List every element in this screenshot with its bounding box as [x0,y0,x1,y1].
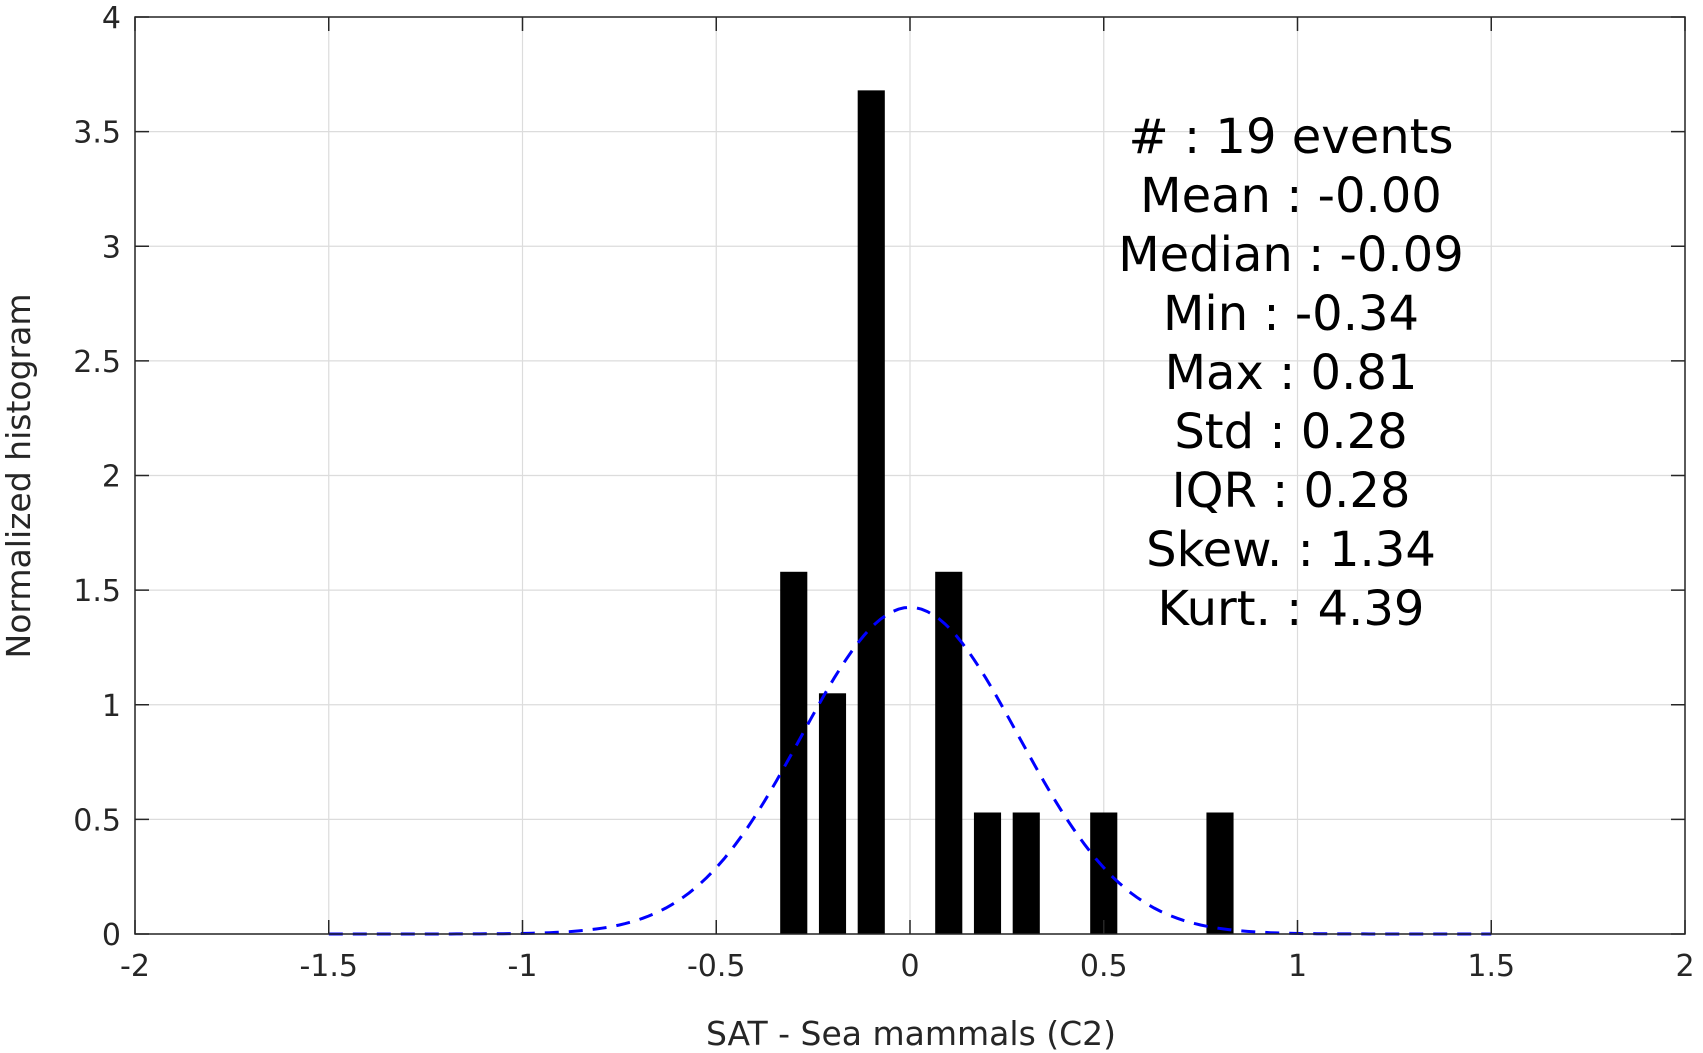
stat-label: Min [1163,286,1263,342]
stat-line: IQR : 0.28 [1172,463,1411,519]
x-tick-label: 1.5 [1467,949,1515,984]
x-tick-label: 1 [1288,949,1307,984]
stat-value: -0.00 [1318,168,1442,224]
stat-line: Kurt. : 4.39 [1158,581,1425,637]
histogram-bar [780,571,808,934]
stat-colon: : [1184,109,1215,165]
y-tick-label: 0 [102,918,121,953]
histogram-bar [1206,812,1234,934]
histogram-bar [973,812,1002,934]
y-tick-label: 2 [102,460,121,495]
y-axis-title: Normalized histogram [0,294,38,659]
stat-label: IQR [1172,463,1273,519]
x-tick-label: 2 [1675,949,1694,984]
histogram-bar [818,693,847,934]
stat-line: Skew. : 1.34 [1146,522,1436,578]
stat-value: -0.34 [1295,286,1419,342]
histogram-bars [780,90,1234,935]
y-tick-label: 1.5 [73,574,121,609]
stat-value: 4.39 [1318,581,1425,637]
stat-colon: : [1272,463,1303,519]
y-tick-label: 3.5 [73,116,121,151]
x-tick-label: -0.5 [687,949,746,984]
stat-label: Kurt. [1158,581,1287,637]
stat-label: Median [1118,227,1308,283]
x-axis-title: SAT - Sea mammals (C2) [706,1014,1116,1053]
stat-value: 0.28 [1304,463,1411,519]
stat-line: Std : 0.28 [1174,404,1407,460]
axes-frame [134,16,1686,935]
stat-colon: : [1279,345,1310,401]
y-tick-label: 0.5 [73,803,121,838]
stat-colon: : [1286,581,1317,637]
histogram-bar [857,90,885,935]
stat-line: Min : -0.34 [1163,286,1419,342]
stat-value: 0.28 [1301,404,1408,460]
histogram-bar [1012,812,1040,934]
stat-colon: : [1269,404,1300,460]
stat-label: Max [1165,345,1280,401]
x-tick-label: 0 [900,949,919,984]
stat-label: Mean [1140,168,1286,224]
x-tick-labels: -2 -1.5 -1 -0.5 0 0.5 1 1.5 2 [120,949,1695,984]
y-tick-label: 3 [102,230,121,265]
histogram-bar [1090,812,1118,934]
stat-colon: : [1263,286,1294,342]
x-tick-label: -1.5 [299,949,358,984]
stat-line: Median : -0.09 [1118,227,1463,283]
stat-line: Max : 0.81 [1165,345,1418,401]
stat-colon: : [1286,168,1317,224]
x-tick-label: -1 [508,949,538,984]
histogram-bar [935,571,963,934]
x-tick-label: -2 [120,949,150,984]
stat-label: # [1129,109,1184,165]
stat-line: # : 19 events [1129,109,1454,165]
y-tick-label: 4 [102,1,121,36]
stat-value: 0.81 [1311,345,1418,401]
stat-colon: : [1298,522,1329,578]
x-tick-label: 0.5 [1080,949,1128,984]
axes [134,16,1686,935]
y-tick-label: 2.5 [73,345,121,380]
stat-value: 19 events [1215,109,1453,165]
y-tick-labels: 0 0.5 1 1.5 2 2.5 3 3.5 4 [73,1,121,953]
stat-value: -0.09 [1340,227,1464,283]
stat-line: Mean : -0.00 [1140,168,1442,224]
stat-colon: : [1308,227,1339,283]
stat-value: 1.34 [1329,522,1436,578]
stat-label: Std [1174,404,1269,460]
y-tick-label: 1 [102,689,121,724]
stat-label: Skew. [1146,522,1297,578]
